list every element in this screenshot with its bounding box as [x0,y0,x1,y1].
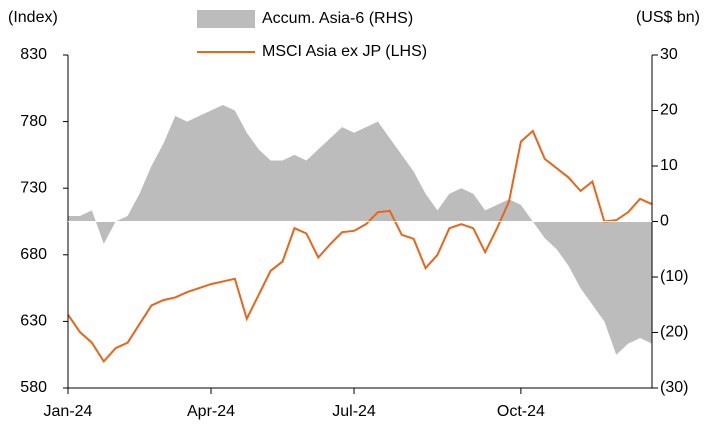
x-tick-label: Apr-24 [187,403,235,420]
y2-tick-label: 20 [660,102,678,119]
y2-tick-label: (30) [660,379,688,396]
legend-swatch [197,10,255,28]
y-tick-label: 730 [20,179,47,196]
x-tick-label: Jul-24 [332,403,376,420]
y-axis-label: (Index) [8,9,58,26]
y-tick-label: 830 [20,46,47,63]
y2-tick-label: 30 [660,46,678,63]
x-tick-label: Oct-24 [497,403,545,420]
y-tick-label: 780 [20,113,47,130]
y2-tick-label: (10) [660,268,688,285]
line [67,129,653,364]
area [68,104,652,355]
y-tick-label: 580 [20,379,47,396]
y2-axis-label: (US$ bn) [636,9,700,26]
y2-tick-label: (20) [660,324,688,341]
legend-label: MSCI Asia ex JP (LHS) [262,43,427,60]
y2-tick-label: 0 [660,213,669,230]
legend-label: Accum. Asia-6 (RHS) [262,10,413,27]
y2-tick-label: 10 [660,157,678,174]
x-tick-label: Jan-24 [44,403,93,420]
y-tick-label: 680 [20,246,47,263]
y-tick-label: 630 [20,313,47,330]
